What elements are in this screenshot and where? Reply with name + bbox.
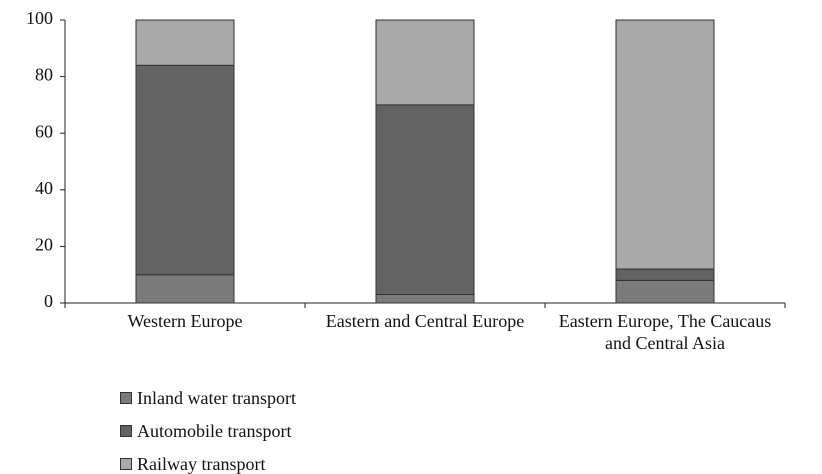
bar-segment	[615, 279, 715, 304]
bar-segment	[135, 274, 235, 304]
x-tick-label: Eastern and Central Europe	[325, 311, 525, 331]
bar-segment	[615, 268, 715, 281]
bar-segment	[135, 64, 235, 276]
y-tick-label: 0	[44, 291, 53, 311]
legend-swatch	[120, 458, 132, 470]
legend-label: Inland water transport	[137, 388, 296, 408]
y-tick-label: 40	[35, 178, 53, 198]
legend-item: Inland water transport	[120, 388, 296, 408]
y-tick-label: 80	[35, 65, 53, 85]
bar-segment	[375, 294, 475, 304]
legend-label: Automobile transport	[137, 421, 292, 441]
x-tick-label: Eastern Europe, The Caucaus and Central …	[558, 311, 772, 353]
y-tick-label: 100	[26, 8, 53, 28]
legend-swatch	[120, 392, 132, 404]
legend-label: Railway transport	[137, 454, 266, 474]
bar-segment	[135, 19, 235, 66]
bar-segment	[615, 19, 715, 270]
legend-item: Automobile transport	[120, 421, 291, 441]
bar-segment	[375, 104, 475, 296]
bar-segment	[375, 19, 475, 106]
x-tick-label: Western Europe	[127, 311, 243, 331]
y-tick-label: 20	[35, 235, 53, 255]
y-tick-label: 60	[35, 121, 53, 141]
legend-swatch	[120, 425, 132, 437]
legend-item: Railway transport	[120, 454, 265, 474]
